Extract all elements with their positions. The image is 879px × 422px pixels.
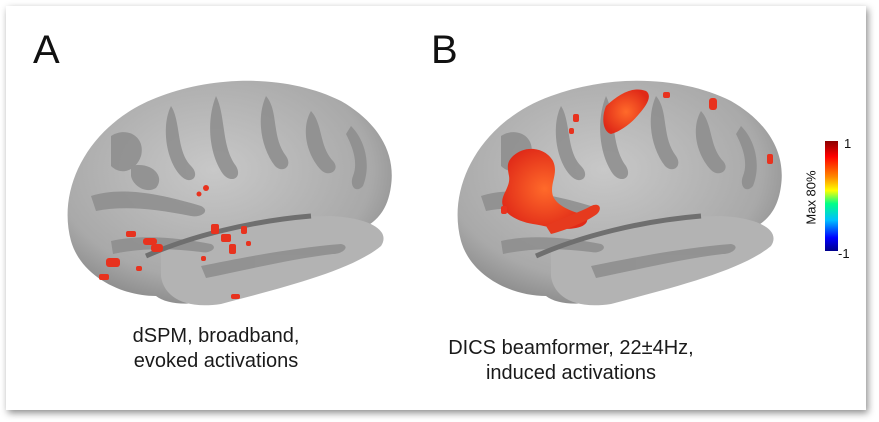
panel-b-brain-surface <box>457 80 782 306</box>
panel-a-brain-surface <box>67 80 392 306</box>
panel-b-activations <box>501 89 773 234</box>
panel-b-letter: B <box>431 28 458 72</box>
colorbar <box>825 141 838 251</box>
colorbar-title: Max 80% <box>803 170 819 225</box>
colorbar-max-label: 1 <box>844 136 852 151</box>
panel-a-caption-line2: evoked activations <box>133 350 299 372</box>
panel-a-activations <box>99 185 251 299</box>
panel-a-caption: dSPM, broadband, evoked activations <box>46 324 386 374</box>
panel-a-caption-line1: dSPM, broadband, <box>132 325 300 347</box>
figure-frame: A <box>6 6 866 410</box>
panel-b-caption-line1: DICS beamformer, 22±4Hz, <box>448 337 694 359</box>
panel-b-caption: DICS beamformer, 22±4Hz, induced activat… <box>431 336 711 386</box>
panel-b-caption-line2: induced activations <box>485 362 657 384</box>
panel-a-letter: A <box>33 28 60 72</box>
colorbar-min-label: -1 <box>838 246 850 261</box>
